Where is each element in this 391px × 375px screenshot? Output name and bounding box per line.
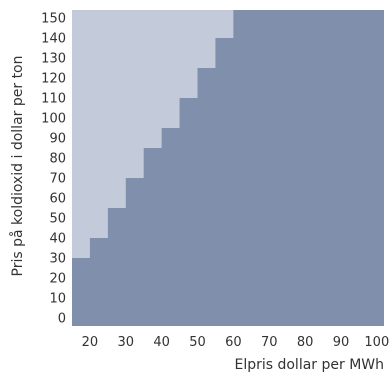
y-tick-label: 80 (49, 152, 66, 167)
x-tick-label: 50 (189, 335, 206, 350)
y-tick-label: 50 (49, 212, 66, 227)
y-tick-label: 120 (41, 72, 66, 87)
x-tick-label: 30 (118, 335, 135, 350)
x-tick-labels: 20 30 40 50 60 70 80 90 100 (82, 335, 390, 350)
y-tick-label: 30 (49, 252, 66, 267)
x-tick-label: 70 (261, 335, 278, 350)
y-tick-label: 90 (49, 132, 66, 147)
x-tick-label: 20 (82, 335, 99, 350)
y-tick-label: 130 (41, 52, 66, 67)
dark-region (72, 10, 384, 326)
x-axis-label: Elpris dollar per MWh (234, 357, 384, 373)
y-axis-label: Pris på koldioxid i dollar per ton (9, 56, 26, 277)
y-tick-labels: 0 10 20 30 40 50 60 70 80 90 100 110 120 130 140 150 (41, 12, 66, 327)
y-tick-label: 150 (41, 12, 66, 27)
x-tick-label: 90 (333, 335, 350, 350)
y-tick-label: 70 (49, 172, 66, 187)
y-tick-label: 10 (49, 292, 66, 307)
y-tick-label: 60 (49, 192, 66, 207)
x-tick-label: 80 (297, 335, 314, 350)
y-tick-label: 110 (41, 92, 66, 107)
x-tick-label: 100 (364, 335, 389, 350)
y-tick-label: 100 (41, 112, 66, 127)
y-tick-label: 0 (58, 312, 66, 327)
x-tick-label: 40 (153, 335, 170, 350)
y-tick-label: 140 (41, 32, 66, 47)
y-tick-label: 40 (49, 232, 66, 247)
x-tick-label: 60 (225, 335, 242, 350)
y-tick-label: 20 (49, 272, 66, 287)
